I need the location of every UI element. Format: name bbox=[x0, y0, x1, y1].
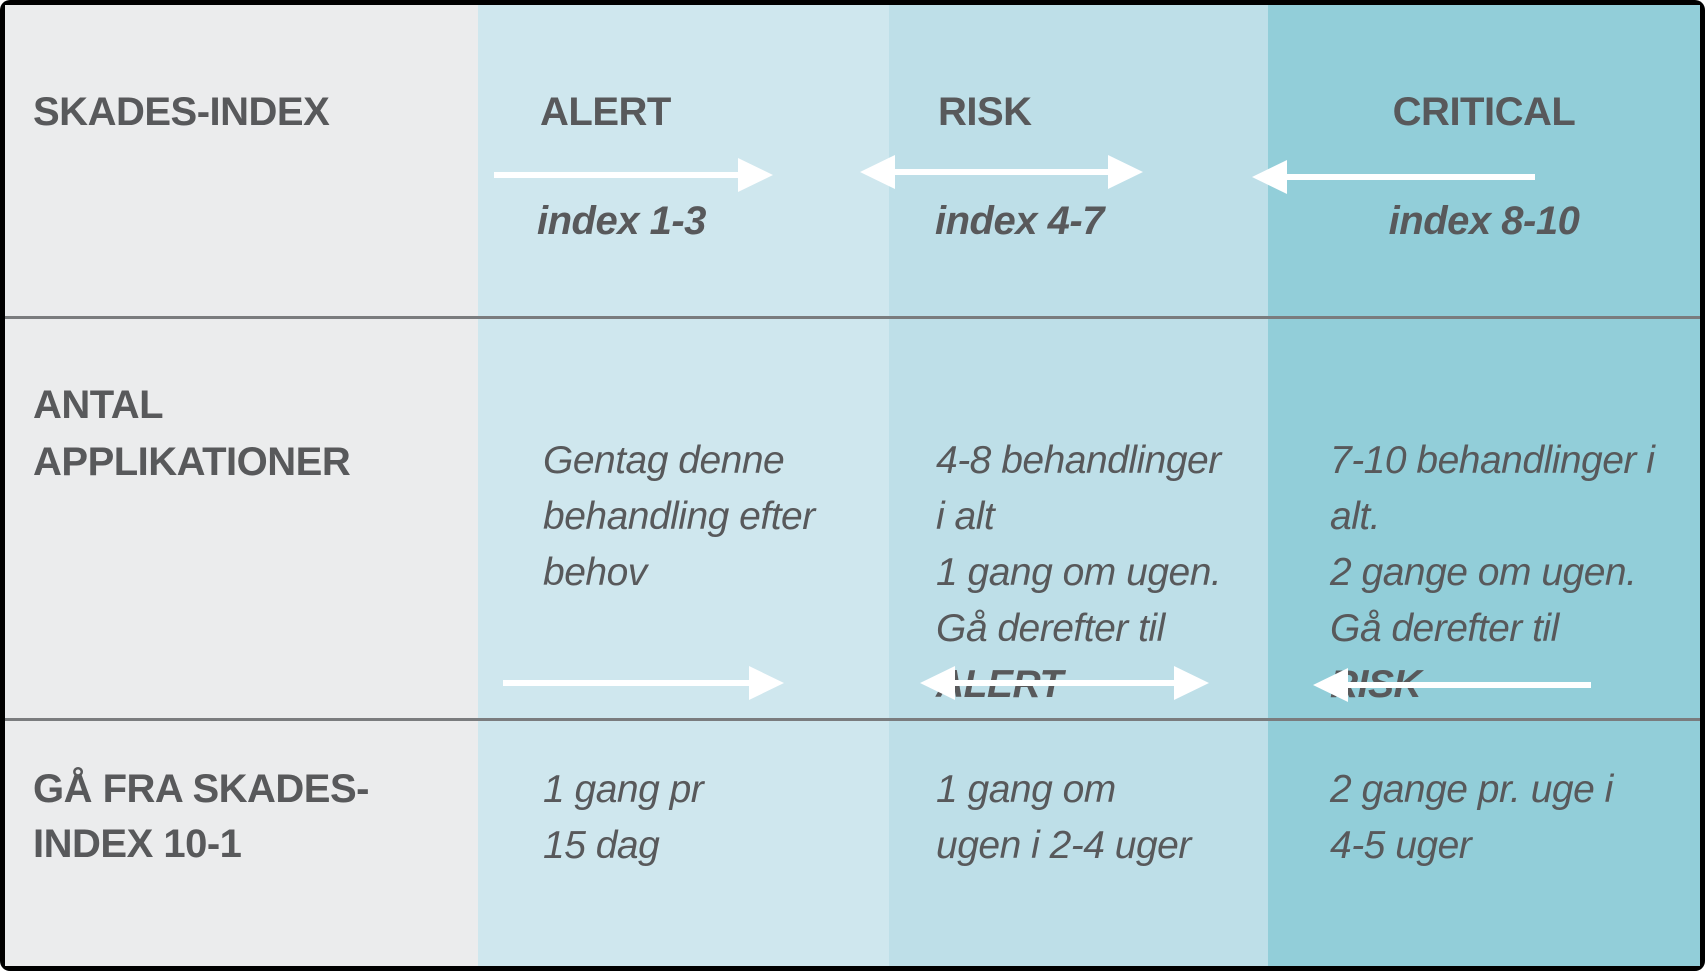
column-risk bbox=[889, 5, 1268, 966]
index-range-risk: index 4-7 bbox=[935, 199, 1104, 243]
column-alert bbox=[478, 5, 889, 966]
index-range-alert: index 1-3 bbox=[537, 199, 706, 243]
alert-arrow-right-icon bbox=[494, 158, 773, 192]
index-range-critical: index 8-10 bbox=[1388, 199, 1580, 243]
applications-alert-cell: Gentag denne behandling efter behov bbox=[543, 377, 815, 657]
applications-risk-text: 4-8 behandlinger i alt 1 gang om ugen. G… bbox=[936, 439, 1222, 650]
row-label-applications: ANTAL APPLIKATIONER bbox=[33, 383, 351, 484]
applications-critical-text: 7-10 behandlinger i alt. 2 gange om ugen… bbox=[1330, 439, 1655, 650]
critical-arrow-left-icon bbox=[1252, 160, 1535, 194]
column-labels bbox=[5, 5, 478, 966]
level-name-alert: ALERT bbox=[540, 90, 671, 134]
risk-arrow-double-icon bbox=[860, 155, 1143, 189]
applications-alert-text: Gentag denne behandling efter behov bbox=[543, 439, 815, 594]
frequency-risk-cell: 1 gang om ugen i 2-4 uger bbox=[936, 768, 1191, 867]
row-divider-1 bbox=[5, 316, 1700, 319]
applications-risk-cell: 4-8 behandlinger i alt 1 gang om ugen. G… bbox=[936, 377, 1222, 769]
frequency-alert-cell: 1 gang pr 15 dag bbox=[543, 768, 704, 867]
row-label-frequency: GÅ FRA SKADES- INDEX 10-1 bbox=[33, 767, 369, 866]
table-title: SKADES-INDEX bbox=[33, 90, 330, 134]
level-name-risk: RISK bbox=[938, 90, 1032, 134]
alert-arrow-right-icon bbox=[503, 666, 784, 700]
row-divider-2 bbox=[5, 718, 1700, 721]
applications-critical-cell: 7-10 behandlinger i alt. 2 gange om ugen… bbox=[1330, 377, 1655, 769]
frequency-critical-cell: 2 gange pr. uge i 4-5 uger bbox=[1330, 768, 1613, 867]
critical-arrow-left-icon bbox=[1313, 668, 1591, 702]
level-name-critical: CRITICAL bbox=[1392, 90, 1576, 134]
column-critical bbox=[1268, 5, 1700, 966]
risk-arrow-double-icon bbox=[920, 666, 1209, 700]
